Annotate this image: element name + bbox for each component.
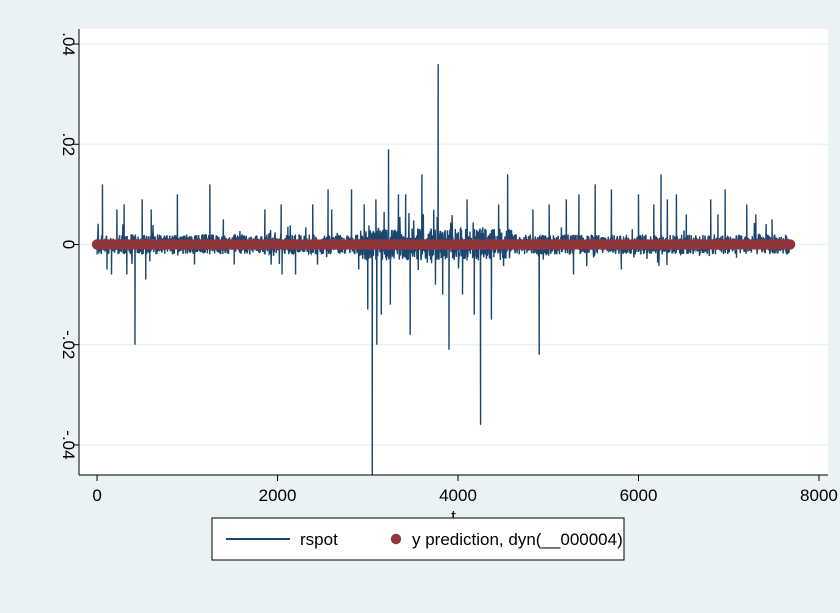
x-axis-label: t — [451, 507, 456, 526]
x-tick-label: 8000 — [800, 486, 838, 505]
data-layer — [91, 64, 796, 476]
legend-label-rspot: rspot — [300, 530, 338, 549]
y-tick-label: -.02 — [59, 330, 78, 359]
y-tick-label: .04 — [59, 32, 78, 56]
axes: -.04 -.02 0 .02 .04 0 2000 4000 6000 8000 — [59, 29, 838, 505]
x-tick-label: 6000 — [620, 486, 658, 505]
y-tick-label: 0 — [59, 240, 78, 249]
legend-swatch-prediction — [390, 533, 402, 545]
x-tick-label: 4000 — [439, 486, 477, 505]
x-tick-label: 2000 — [259, 486, 297, 505]
legend: rspot y prediction, dyn(__000004) — [211, 517, 625, 561]
x-tick-label: 0 — [92, 486, 101, 505]
y-tick-label: -.04 — [59, 430, 78, 459]
data-point-prediction — [784, 239, 796, 250]
y-tick-label: .02 — [59, 132, 78, 156]
legend-label-prediction: y prediction, dyn(__000004) — [412, 530, 623, 549]
